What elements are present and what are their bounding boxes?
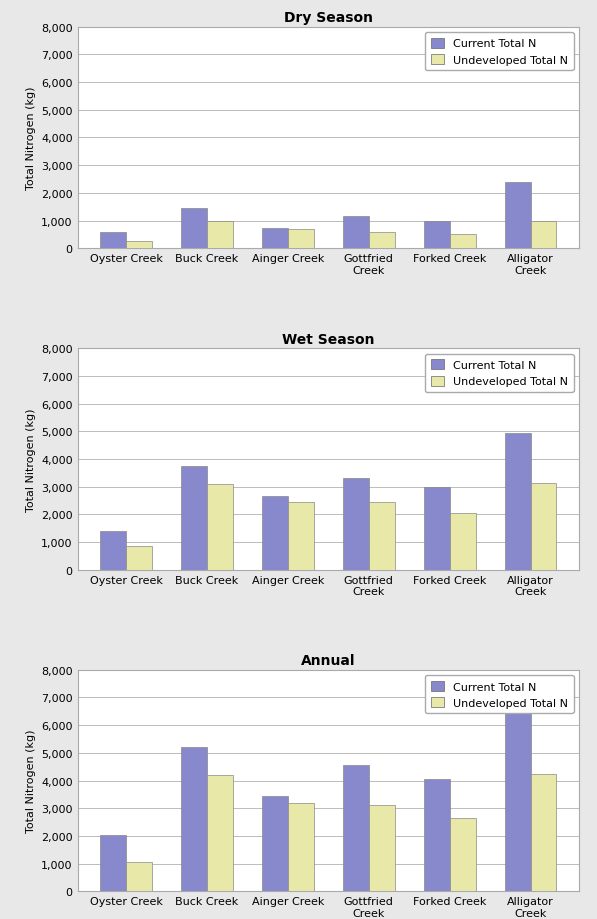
Bar [181,467,207,571]
Y-axis label: Total Nitrogen (kg): Total Nitrogen (kg) [26,408,36,511]
Bar [207,484,233,571]
Title: Dry Season: Dry Season [284,11,373,25]
Bar [450,514,476,571]
Bar [531,774,556,891]
Bar [504,183,531,249]
Bar [369,503,395,571]
Bar [126,242,152,249]
Bar [504,433,531,571]
Bar [288,803,314,891]
Bar [450,818,476,891]
Bar [207,775,233,891]
Bar [181,209,207,249]
Bar [288,230,314,249]
Bar [424,221,450,249]
Bar [343,217,369,249]
Bar [207,221,233,249]
Bar [126,547,152,571]
Bar [126,862,152,891]
Bar [424,487,450,571]
Bar [369,806,395,891]
Bar [531,221,556,249]
Bar [181,747,207,891]
Legend: Current Total N, Undeveloped Total N: Current Total N, Undeveloped Total N [425,355,574,392]
Title: Annual: Annual [301,653,356,667]
Bar [262,796,288,891]
Legend: Current Total N, Undeveloped Total N: Current Total N, Undeveloped Total N [425,33,574,72]
Bar [504,691,531,891]
Bar [100,531,126,571]
Bar [262,497,288,571]
Y-axis label: Total Nitrogen (kg): Total Nitrogen (kg) [26,86,36,190]
Bar [343,766,369,891]
Bar [343,479,369,571]
Bar [450,235,476,249]
Bar [424,779,450,891]
Bar [100,233,126,249]
Bar [288,503,314,571]
Bar [100,834,126,891]
Title: Wet Season: Wet Season [282,332,374,346]
Y-axis label: Total Nitrogen (kg): Total Nitrogen (kg) [26,729,36,833]
Bar [369,233,395,249]
Bar [262,228,288,249]
Bar [531,483,556,571]
Legend: Current Total N, Undeveloped Total N: Current Total N, Undeveloped Total N [425,675,574,714]
